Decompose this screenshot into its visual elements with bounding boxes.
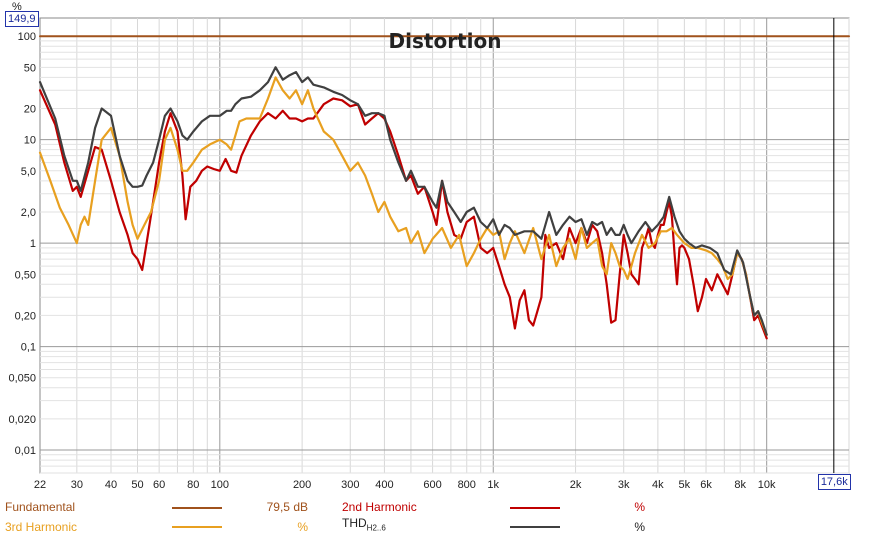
legend-name: 2nd Harmonic [342, 500, 417, 514]
legend-swatch [172, 507, 222, 509]
y-tick-label: 5,0 [21, 166, 36, 178]
y-tick-label: 0,1 [21, 342, 36, 354]
legend: Fundamental 79,5 dB 2nd Harmonic % 3rd H… [0, 498, 869, 543]
chart-title: Distortion [389, 29, 502, 53]
x-tick-label: 200 [293, 479, 311, 491]
y-tick-label: 0,050 [8, 373, 36, 385]
x-tick-label: 3k [618, 479, 630, 491]
x-tick-label: 60 [153, 479, 165, 491]
y-top-readout[interactable]: 149,9 [5, 11, 39, 27]
x-tick-label: 8k [734, 479, 746, 491]
y-tick-label: 20 [24, 104, 36, 116]
y-tick-label: 2,0 [21, 207, 36, 219]
x-tick-label: 50 [131, 479, 143, 491]
legend-name: Fundamental [5, 500, 76, 514]
y-tick-label: 0,01 [15, 445, 36, 457]
legend-name: 3rd Harmonic [5, 520, 78, 534]
y-tick-label: 0,50 [15, 269, 36, 281]
x-tick-label: 1k [487, 479, 499, 491]
y-tick-label: 100 [18, 31, 36, 43]
x-tick-label: 300 [341, 479, 359, 491]
legend-swatch [510, 526, 560, 528]
y-tick-label: 0,020 [8, 414, 36, 426]
legend-value: % [634, 500, 645, 514]
legend-value: % [297, 520, 308, 534]
x-tick-label: 30 [71, 479, 83, 491]
legend-swatch [510, 507, 560, 509]
x-tick-label: 6k [700, 479, 712, 491]
x-tick-label: 400 [375, 479, 393, 491]
y-unit-label: % [12, 1, 22, 13]
x-tick-label: 5k [679, 479, 691, 491]
series-line-2nd-harmonic [38, 89, 768, 340]
x-cursor-readout[interactable]: 17,6k [817, 474, 851, 490]
legend-swatch [172, 526, 222, 528]
x-tick-label: 22 [34, 479, 46, 491]
x-tick-label: 600 [423, 479, 441, 491]
legend-thd-sub: H2..6 [366, 523, 386, 533]
series-line-3rd-harmonic [38, 76, 768, 336]
x-tick-label: 80 [187, 479, 199, 491]
legend-name: THDH2..6 [342, 516, 386, 532]
x-tick-label: 4k [652, 479, 664, 491]
x-tick-label: 40 [105, 479, 117, 491]
x-tick-labels: 22 30 40 50 60 80 100 200 300 400 600 800 1k 2k 3k 4k 5k… [34, 479, 842, 491]
y-tick-label: 0,20 [15, 310, 36, 322]
y-tick-label: 50 [24, 62, 36, 74]
x-tick-label: 2k [570, 479, 582, 491]
series-group [38, 35, 850, 340]
x-tick-label: 10k [758, 479, 776, 491]
x-tick-label: 100 [211, 479, 229, 491]
grid [40, 18, 850, 474]
legend-thd-label: THD [342, 516, 367, 530]
series-line-thd [38, 66, 768, 336]
x-tick-label: 800 [458, 479, 476, 491]
y-tick-label: 10 [24, 135, 36, 147]
legend-value: 79,5 dB [266, 500, 308, 514]
legend-value: % [634, 520, 645, 534]
y-tick-label: 1 [30, 238, 36, 250]
plot-area[interactable] [39, 17, 850, 474]
y-tick-labels: 100 50 20 10 5,0 2,0 1 0,50 0,20 0,1 0,050 0,020 0,0… [8, 31, 36, 457]
